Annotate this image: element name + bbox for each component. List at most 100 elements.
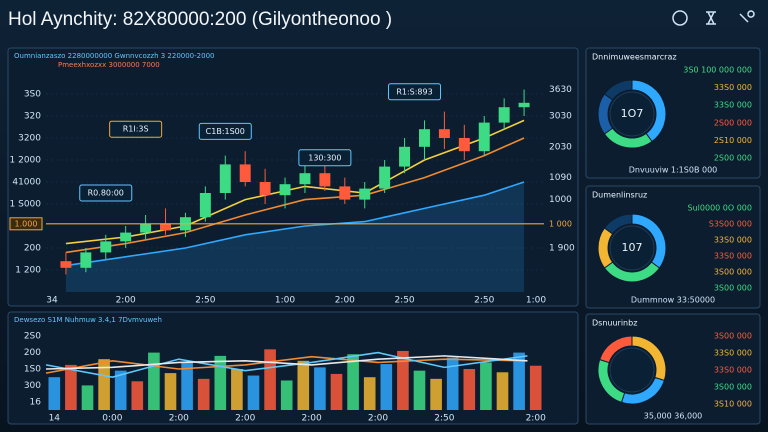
volume-bar [496, 372, 509, 410]
volume-bar [513, 352, 525, 410]
icon-filter[interactable] [706, 11, 716, 25]
line [45, 351, 528, 379]
donut-hole [609, 225, 655, 271]
candle-body [199, 193, 211, 218]
value-row: 3S00 000 [714, 332, 752, 341]
candle-body [140, 223, 152, 233]
value-row: 3S00 000 [714, 268, 752, 277]
reference-label: 1.000 [15, 219, 38, 228]
volume-bar [430, 378, 442, 410]
x-tick-label: 2:00 [526, 414, 546, 424]
candle-body [279, 184, 291, 196]
icon-settings[interactable] [739, 10, 755, 23]
panel-title: Dnnimuweesmarcraz [592, 53, 677, 62]
y2-tick-label: 1 900 [549, 244, 575, 254]
panel-footer: Dummnow 33:50000 [631, 296, 715, 305]
x-tick-label: 1:00 [275, 296, 295, 306]
value-row: 2S00 000 [714, 118, 752, 127]
annotation-box [298, 149, 352, 167]
candle-body [160, 223, 171, 231]
x-tick-label: 2:00 [368, 414, 388, 424]
volume-bar [314, 367, 326, 410]
candle-body [419, 129, 430, 147]
volume-bar [280, 380, 293, 410]
candle-body [60, 261, 72, 268]
icon-globe[interactable] [672, 10, 688, 26]
panel-title: Dewsezo S1M Nuhmuw 3.4,1 7Dvmvuweh [14, 316, 162, 324]
volume-bar [480, 362, 492, 410]
annotation-label: R1:S:893 [396, 87, 432, 96]
y-tick-label: 41000 [12, 178, 41, 188]
donut-hole [609, 347, 655, 393]
value-row: 3S0 100 000 000 [683, 66, 752, 75]
value-row: 3S00 000 [714, 383, 752, 392]
candle-body [120, 232, 132, 242]
area [65, 182, 525, 292]
value-row: 33S0 000 [714, 101, 752, 110]
reference-label-box [9, 217, 43, 231]
x-tick-label: 2:00 [335, 296, 355, 306]
annotation-label: R1I:3S [123, 125, 149, 134]
x-tick-label: 1:00 [526, 296, 546, 306]
value-row: 33S0 000 [714, 252, 752, 261]
y-tick-label: 1S0 [24, 365, 41, 375]
annotation-box [388, 83, 442, 101]
line [65, 181, 525, 267]
candle-body [438, 129, 450, 138]
line [45, 355, 528, 370]
y2-tick-label: 3030 [549, 112, 572, 122]
value-row: 33S0 000 [714, 349, 752, 358]
volume-bar [446, 357, 459, 410]
candle-body [399, 146, 411, 167]
subtitle: Pmeexhxozxx 3000000 7000 [58, 61, 160, 69]
y-tick-label: 300 [24, 381, 41, 391]
volume-bar [297, 360, 310, 410]
panel-title: Dumenlinsruz [592, 191, 647, 200]
x-tick-label: 2:50 [434, 414, 454, 424]
value-row: 33S0 000 [714, 83, 752, 92]
donut-segment [603, 79, 633, 101]
x-tick-label: 34 [46, 296, 58, 306]
panel-footer: 35,000 36,000 [644, 412, 703, 421]
volume-bar [214, 355, 227, 410]
candle-body [458, 138, 470, 152]
donut-center-label: 107 [622, 241, 643, 254]
donut-hole [609, 91, 655, 137]
reference-label: 1 000 [549, 219, 572, 228]
volume-bar [81, 385, 94, 410]
candle-body [259, 182, 271, 196]
candle-body [100, 241, 112, 253]
y-tick-label: 320 [24, 112, 41, 122]
donut-segment [599, 335, 633, 364]
volume-bar [363, 377, 376, 410]
y2-tick-label: 1090 [549, 173, 572, 183]
value-row: 2S10 000 [714, 136, 752, 145]
candle-body [478, 122, 490, 152]
volume-bar [347, 354, 359, 410]
volume-bar [397, 350, 409, 410]
candle-body [299, 173, 311, 185]
volume-bar [98, 359, 110, 410]
line [45, 355, 528, 374]
x-tick-label: 2:50 [195, 296, 215, 306]
x-tick-label: 2:00 [301, 414, 321, 424]
candle-body [379, 166, 391, 189]
donut-segment [603, 213, 633, 235]
candle-body [319, 173, 331, 187]
value-row: Sul0000 0O 000 [688, 204, 752, 213]
subtitle: Oumnianzaszo 2280000000 Gwnnvcozzh 3 220… [14, 52, 214, 60]
candle-body [339, 186, 351, 200]
annotation-label: C1B:1S00 [206, 127, 245, 136]
candle-body [239, 164, 251, 182]
volume-bar [197, 378, 210, 410]
x-tick-label: 2:50 [474, 296, 494, 306]
main-chart-panel [7, 47, 579, 307]
annotation-label: 130:300 [308, 153, 341, 162]
volume-bar [148, 352, 160, 410]
header-title: Hol Aynchity: 82X80000:200 (Gilyontheono… [8, 9, 392, 30]
y-tick-label: 1 2000 [10, 156, 42, 166]
panel-footer: Dnvuuviw 1:1S0B 000 [629, 166, 718, 175]
value-row: 3S10 000 [714, 400, 752, 409]
value-row: 3S00 000 [714, 284, 752, 293]
